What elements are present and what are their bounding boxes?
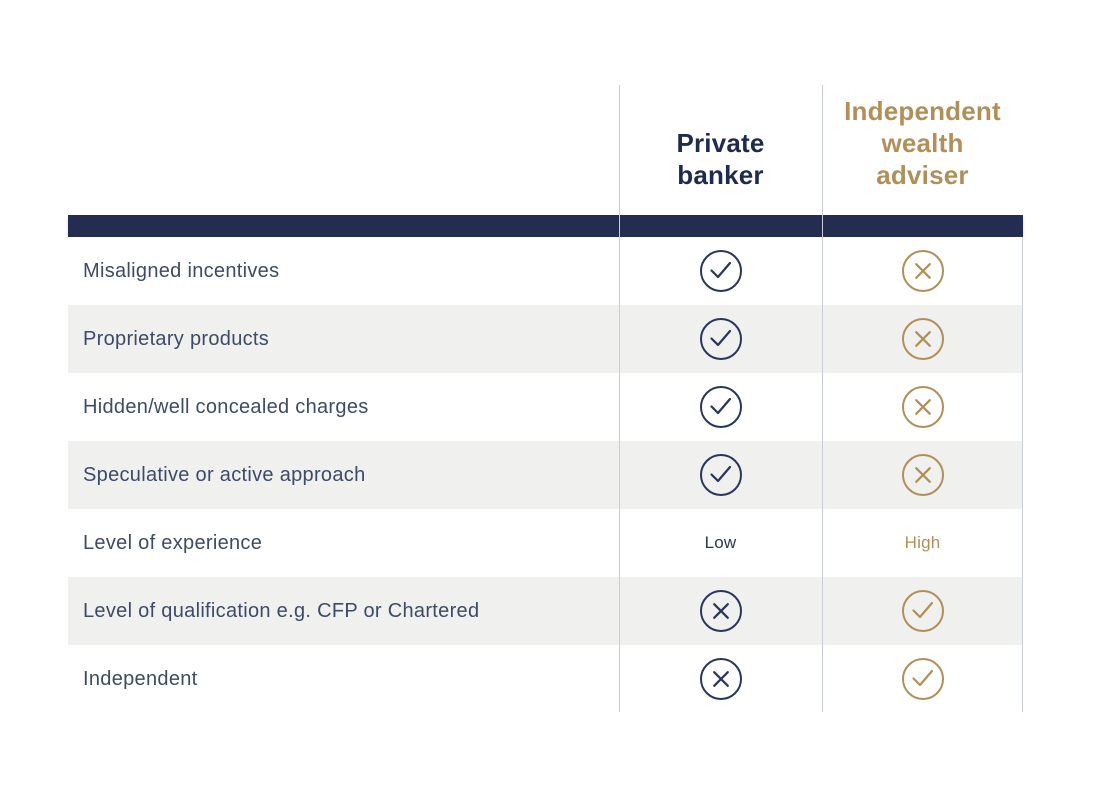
table-row: Independent bbox=[68, 645, 1023, 713]
check-circle-icon bbox=[901, 657, 945, 701]
table-row: Speculative or active approach bbox=[68, 441, 1023, 509]
row-label: Misaligned incentives bbox=[83, 259, 280, 282]
cross-circle-icon bbox=[901, 249, 945, 293]
table-row: Proprietary products bbox=[68, 305, 1023, 373]
cell-independent-wealth-adviser bbox=[822, 645, 1023, 713]
cell-independent-wealth-adviser bbox=[822, 441, 1023, 509]
check-circle-icon bbox=[699, 385, 743, 429]
row-label: Independent bbox=[83, 667, 198, 690]
check-circle-icon bbox=[699, 249, 743, 293]
cross-circle-icon bbox=[699, 657, 743, 701]
column-header-independent-wealth-adviser: Independent wealth adviser bbox=[844, 96, 1001, 190]
cell-private-banker bbox=[619, 441, 822, 509]
row-label: Speculative or active approach bbox=[83, 463, 366, 486]
cell-private-banker bbox=[619, 305, 822, 373]
cell-independent-wealth-adviser bbox=[822, 577, 1023, 645]
cell-independent-wealth-adviser bbox=[822, 305, 1023, 373]
table-row: Misaligned incentives bbox=[68, 237, 1023, 305]
row-label: Hidden/well concealed charges bbox=[83, 395, 369, 418]
cell-text: High bbox=[904, 533, 941, 552]
table-right-border bbox=[1022, 237, 1023, 712]
cell-private-banker bbox=[619, 645, 822, 713]
cross-circle-icon bbox=[901, 317, 945, 361]
table-row: Level of experience Low High bbox=[68, 509, 1023, 577]
cell-private-banker bbox=[619, 237, 822, 305]
row-label: Level of qualification e.g. CFP or Chart… bbox=[83, 599, 480, 622]
column-divider-2 bbox=[822, 85, 823, 712]
cell-independent-wealth-adviser bbox=[822, 237, 1023, 305]
table-row: Hidden/well concealed charges bbox=[68, 373, 1023, 441]
comparison-table: Private banker Independent wealth advise… bbox=[68, 85, 1023, 713]
table-rows: Misaligned incentives Proprietary product… bbox=[68, 237, 1023, 713]
cell-private-banker bbox=[619, 373, 822, 441]
row-label: Proprietary products bbox=[83, 327, 270, 350]
column-header-private-banker: Private banker bbox=[676, 128, 765, 190]
cell-private-banker: Low bbox=[619, 509, 822, 577]
column-divider-1 bbox=[619, 85, 620, 712]
cross-circle-icon bbox=[699, 589, 743, 633]
check-circle-icon bbox=[699, 317, 743, 361]
row-label: Level of experience bbox=[83, 531, 263, 554]
cell-independent-wealth-adviser bbox=[822, 373, 1023, 441]
cell-text: Low bbox=[704, 533, 737, 552]
cell-private-banker bbox=[619, 577, 822, 645]
cross-circle-icon bbox=[901, 453, 945, 497]
header-bar bbox=[68, 215, 1023, 237]
check-circle-icon bbox=[699, 453, 743, 497]
cell-independent-wealth-adviser: High bbox=[822, 509, 1023, 577]
cross-circle-icon bbox=[901, 385, 945, 429]
check-circle-icon bbox=[901, 589, 945, 633]
table-row: Level of qualification e.g. CFP or Chart… bbox=[68, 577, 1023, 645]
